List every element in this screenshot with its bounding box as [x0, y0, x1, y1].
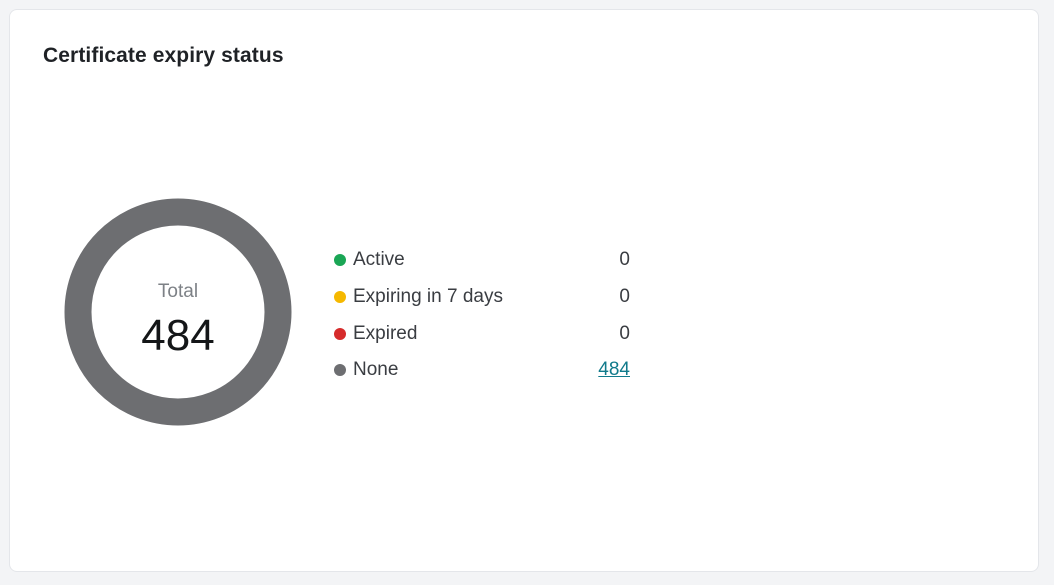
legend-value-link[interactable]: 484 — [598, 359, 630, 381]
legend-label: Active — [353, 249, 405, 271]
legend-item-expired: Expired 0 — [334, 315, 630, 352]
legend-label: Expired — [353, 322, 418, 344]
legend-item-expiring: Expiring in 7 days 0 — [334, 279, 630, 316]
legend-label: Expiring in 7 days — [353, 286, 503, 308]
status-dot-icon — [334, 327, 346, 340]
legend-item-none: None 484 — [334, 352, 630, 389]
legend-value: 0 — [619, 286, 630, 308]
status-dot-icon — [334, 291, 346, 304]
certificate-expiry-card: Certificate expiry status Total 484 Acti… — [9, 9, 1039, 572]
legend-value: 0 — [619, 249, 630, 271]
donut-total-value: 484 — [141, 311, 214, 360]
legend-label: None — [353, 359, 399, 381]
legend: Active 0 Expiring in 7 days 0 Expired 0 … — [334, 242, 630, 389]
legend-value: 0 — [619, 322, 630, 344]
status-dot-icon — [334, 364, 346, 377]
donut-total-label: Total — [158, 281, 198, 302]
donut-segment-none — [64, 198, 292, 426]
status-dot-icon — [334, 254, 346, 267]
donut-chart: Total 484 — [63, 197, 293, 427]
card-title: Certificate expiry status — [43, 44, 284, 67]
donut-svg: Total 484 — [64, 198, 292, 426]
legend-item-active: Active 0 — [334, 242, 630, 279]
